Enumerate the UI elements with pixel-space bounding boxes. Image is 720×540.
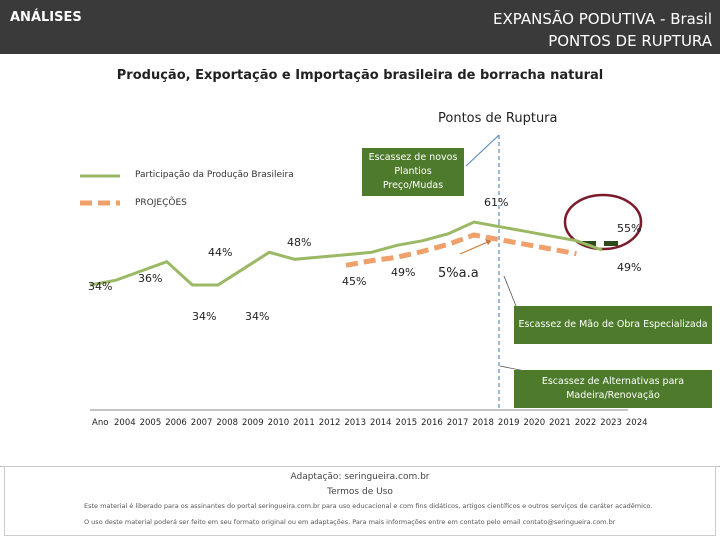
x-tick-label: 2022 — [574, 418, 597, 428]
footer-terms-line2: O uso deste material poderá ser feito em… — [84, 518, 616, 526]
chart-subtitle: Pontos de Ruptura — [438, 111, 558, 126]
x-tick-label: 2024 — [625, 418, 648, 428]
projection-line — [345, 232, 577, 268]
annotation-alternatives: Escassez de Alternativas para Madeira/Re… — [514, 370, 712, 408]
footer-terms-title: Termos de Uso — [327, 487, 393, 497]
x-tick-label: 2011 — [293, 418, 315, 428]
growth-arrow — [459, 240, 491, 255]
x-tick-label: 2019 — [497, 418, 520, 428]
x-tick-label: 2012 — [318, 418, 341, 428]
x-tick-label: 2005 — [139, 418, 162, 428]
marker-2022 — [582, 241, 596, 246]
legend-projection-label: PROJEÇÕES — [135, 198, 187, 208]
data-label: 49% — [617, 261, 642, 274]
header-title-line1: EXPANSÃO PODUTIVA - Brasil — [493, 10, 712, 28]
labor-leader — [503, 275, 517, 307]
legend-production-label: Participação da Produção Brasileira — [135, 170, 294, 180]
x-axis-labels: Ano 2004 2005 2006 2007 2008 2009 2010 2011 2012 2… — [92, 418, 651, 428]
chart-title: Produção, Exportação e Importação brasil… — [116, 68, 604, 83]
data-label: 49% — [391, 266, 416, 279]
x-tick-label: 2004 — [114, 418, 136, 428]
chart-svg — [80, 134, 643, 411]
rupture-pointer — [465, 134, 500, 167]
x-tick-label: 2007 — [190, 418, 213, 428]
marker-2023 — [604, 241, 618, 246]
data-label: 44% — [208, 246, 233, 259]
data-label: 48% — [287, 236, 312, 249]
data-label: 55% — [617, 222, 642, 235]
x-tick-label: 2018 — [472, 418, 494, 428]
x-tick-label: 2021 — [549, 418, 571, 428]
data-label: 34% — [88, 280, 113, 293]
x-tick-label: 2014 — [369, 418, 392, 428]
x-tick-label: 2015 — [395, 418, 418, 428]
x-tick-label: 2013 — [344, 418, 366, 428]
header-bar: ANÁLISES EXPANSÃO PODUTIVA - Brasil PONT… — [0, 0, 720, 54]
footer-box — [4, 466, 716, 536]
x-tick-label: 2006 — [165, 418, 187, 428]
data-label: 61% — [484, 196, 509, 209]
header-title-line2: PONTOS DE RUPTURA — [548, 32, 712, 50]
x-tick-label: 2023 — [600, 418, 622, 428]
data-label: 34% — [192, 310, 217, 323]
section-label: ANÁLISES — [10, 10, 82, 25]
x-tick-label: 2016 — [421, 418, 443, 428]
footer-terms-line1: Este material é liberado para os assinan… — [84, 502, 653, 510]
x-tick-label: 2010 — [267, 418, 290, 428]
annotation-new-plantings: Escassez de novos Plantios Preço/Mudas — [362, 148, 464, 196]
data-label: 36% — [138, 272, 163, 285]
x-tick-label: 2009 — [241, 418, 264, 428]
data-label: 45% — [342, 275, 367, 288]
x-tick-label: 2020 — [523, 418, 546, 428]
footer-adaptation: Adaptação: seringueira.com.br — [290, 472, 430, 482]
annotation-labor: Escassez de Mão de Obra Especializada — [514, 306, 712, 344]
x-tick-label: 2008 — [216, 418, 239, 428]
highlight-circle — [563, 193, 643, 251]
production-line — [89, 220, 603, 287]
growth-label: 5%a.a — [438, 266, 479, 281]
x-tick-label: 2017 — [446, 418, 469, 428]
x-axis-title: Ano — [92, 418, 109, 428]
data-label: 34% — [245, 310, 270, 323]
header-title: EXPANSÃO PODUTIVA - Brasil PONTOS DE RUP… — [493, 8, 712, 52]
